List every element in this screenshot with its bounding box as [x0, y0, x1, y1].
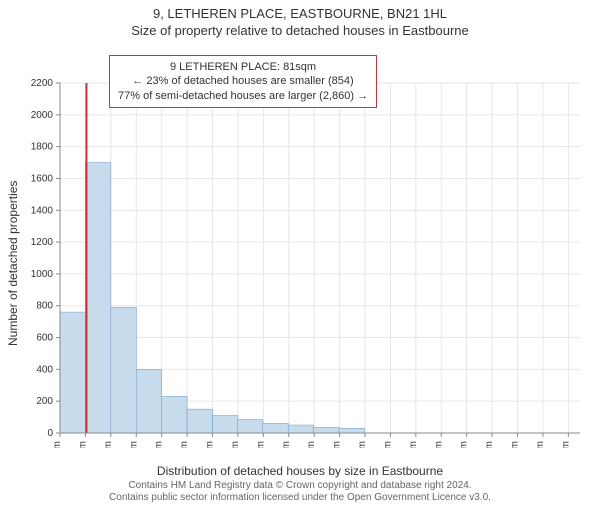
histogram-bar — [263, 423, 288, 433]
x-tick-label: 702sqm — [408, 441, 419, 448]
x-tick-label: 510sqm — [306, 441, 317, 448]
footer-line-1: Contains HM Land Registry data © Crown c… — [0, 480, 600, 492]
callout-box: 9 LETHEREN PLACE: 81sqm ← 23% of detache… — [109, 55, 377, 108]
histogram-bar — [111, 307, 136, 433]
x-tick-label: 894sqm — [510, 441, 521, 448]
x-tick-label: 271sqm — [179, 441, 190, 448]
y-tick-label: 1600 — [31, 173, 54, 184]
x-tick-label: 223sqm — [154, 441, 165, 448]
y-tick-label: 0 — [47, 428, 53, 439]
histogram-bar — [85, 163, 110, 433]
x-tick-label: 127sqm — [103, 441, 114, 448]
page-subtitle: Size of property relative to detached ho… — [0, 23, 600, 38]
x-tick-label: 319sqm — [205, 441, 216, 448]
x-tick-label: 989sqm — [560, 441, 571, 448]
footer-attribution: Contains HM Land Registry data © Crown c… — [0, 480, 600, 504]
histogram-bar — [162, 396, 187, 433]
x-tick-label: 798sqm — [459, 441, 470, 448]
y-tick-label: 2200 — [31, 78, 54, 89]
y-tick-label: 800 — [36, 301, 53, 312]
y-tick-label: 1800 — [31, 142, 54, 153]
x-tick-label: 366sqm — [230, 441, 241, 448]
histogram-bar — [288, 425, 313, 433]
histogram-bar — [60, 312, 85, 433]
callout-smaller: ← 23% of detached houses are smaller (85… — [118, 74, 368, 88]
x-tick-label: 941sqm — [535, 441, 546, 448]
page-title: 9, LETHEREN PLACE, EASTBOURNE, BN21 1HL — [0, 6, 600, 21]
x-tick-label: 606sqm — [357, 441, 368, 448]
x-tick-label: 558sqm — [332, 441, 343, 448]
histogram-bar — [237, 419, 262, 433]
histogram-bar — [314, 427, 339, 433]
x-tick-label: 462sqm — [281, 441, 292, 448]
y-tick-label: 600 — [36, 333, 53, 344]
x-tick-label: 654sqm — [382, 441, 393, 448]
x-tick-label: 846sqm — [484, 441, 495, 448]
histogram-bar — [339, 428, 364, 433]
y-tick-label: 2000 — [31, 110, 54, 121]
y-tick-label: 200 — [36, 396, 53, 407]
histogram-bar — [187, 409, 212, 433]
histogram-bar — [213, 416, 238, 434]
chart-container: 9, LETHEREN PLACE, EASTBOURNE, BN21 1HL … — [0, 6, 600, 506]
x-tick-label: 31sqm — [52, 441, 63, 448]
y-axis-label: Number of detached properties — [6, 181, 20, 346]
y-tick-label: 1400 — [31, 205, 54, 216]
x-axis-label: Distribution of detached houses by size … — [0, 464, 600, 478]
x-tick-label: 79sqm — [77, 441, 88, 448]
callout-title: 9 LETHEREN PLACE: 81sqm — [118, 60, 368, 74]
callout-larger: 77% of semi-detached houses are larger (… — [118, 89, 368, 103]
y-tick-label: 1000 — [31, 269, 54, 280]
x-tick-label: 414sqm — [255, 441, 266, 448]
x-tick-label: 750sqm — [433, 441, 444, 448]
y-tick-label: 1200 — [31, 237, 54, 248]
footer-line-2: Contains public sector information licen… — [0, 492, 600, 504]
histogram-bar — [136, 369, 161, 433]
y-tick-label: 400 — [36, 364, 53, 375]
x-tick-label: 175sqm — [128, 441, 139, 448]
